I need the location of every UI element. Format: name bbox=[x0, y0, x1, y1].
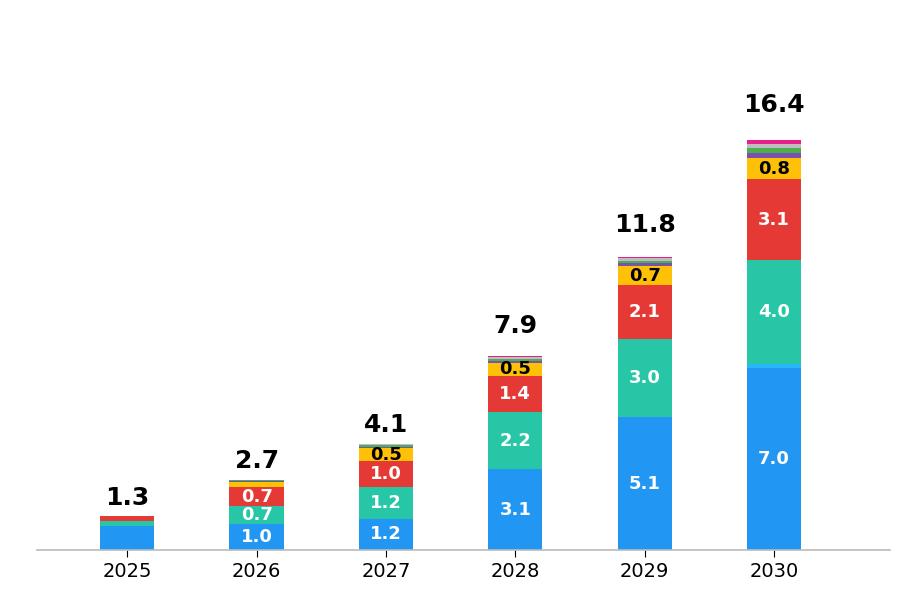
Bar bbox=[618, 258, 672, 261]
Text: 1.4: 1.4 bbox=[499, 385, 532, 403]
Bar bbox=[359, 445, 413, 447]
Text: 3.0: 3.0 bbox=[629, 369, 661, 387]
Text: 2.2: 2.2 bbox=[499, 432, 532, 450]
Bar bbox=[230, 481, 284, 482]
Bar bbox=[359, 519, 413, 550]
Text: 0.7: 0.7 bbox=[629, 266, 661, 285]
Bar bbox=[488, 359, 543, 360]
Bar bbox=[488, 412, 543, 469]
Bar bbox=[488, 360, 543, 363]
Bar bbox=[618, 266, 672, 285]
Text: 0.5: 0.5 bbox=[370, 446, 402, 464]
Bar bbox=[618, 285, 672, 339]
Bar bbox=[488, 357, 543, 359]
Bar bbox=[230, 480, 284, 481]
Bar bbox=[359, 461, 413, 488]
Bar bbox=[488, 363, 543, 376]
Bar bbox=[100, 521, 154, 527]
Text: 1.3: 1.3 bbox=[106, 486, 150, 510]
Bar bbox=[359, 488, 413, 519]
Bar bbox=[747, 364, 801, 368]
Text: 0.5: 0.5 bbox=[499, 360, 532, 378]
Bar bbox=[747, 368, 801, 550]
Bar bbox=[100, 527, 154, 550]
Bar bbox=[747, 153, 801, 158]
Bar bbox=[359, 447, 413, 448]
Text: 0.7: 0.7 bbox=[241, 488, 273, 505]
Text: 3.1: 3.1 bbox=[499, 500, 532, 519]
Bar bbox=[618, 257, 672, 258]
Text: 7.9: 7.9 bbox=[493, 314, 537, 338]
Text: 1.0: 1.0 bbox=[370, 466, 402, 483]
Text: 4.1: 4.1 bbox=[364, 413, 409, 437]
Text: 4.0: 4.0 bbox=[758, 303, 790, 321]
Bar bbox=[747, 141, 801, 144]
Bar bbox=[747, 144, 801, 148]
Text: 11.8: 11.8 bbox=[614, 213, 676, 236]
Bar bbox=[618, 417, 672, 550]
Bar bbox=[488, 356, 543, 357]
Bar bbox=[359, 444, 413, 445]
Text: 5.1: 5.1 bbox=[629, 475, 661, 492]
Bar bbox=[488, 469, 543, 550]
Text: 7.0: 7.0 bbox=[758, 450, 790, 468]
Bar bbox=[230, 488, 284, 506]
Text: 1.0: 1.0 bbox=[241, 528, 273, 546]
Text: 2.7: 2.7 bbox=[235, 449, 279, 473]
Bar bbox=[100, 516, 154, 521]
Bar bbox=[747, 158, 801, 179]
Bar bbox=[230, 524, 284, 550]
Text: 3.1: 3.1 bbox=[758, 211, 790, 229]
Text: 1.2: 1.2 bbox=[370, 494, 402, 512]
Bar bbox=[359, 448, 413, 461]
Bar bbox=[230, 482, 284, 488]
Text: 0.8: 0.8 bbox=[758, 160, 790, 178]
Bar bbox=[747, 148, 801, 153]
Bar bbox=[618, 263, 672, 266]
Bar bbox=[747, 260, 801, 364]
Bar bbox=[747, 179, 801, 260]
Bar bbox=[618, 261, 672, 263]
Bar bbox=[230, 506, 284, 524]
Text: 0.7: 0.7 bbox=[241, 506, 273, 524]
Text: 1.2: 1.2 bbox=[370, 525, 402, 543]
Bar bbox=[618, 339, 672, 417]
Text: 16.4: 16.4 bbox=[744, 93, 805, 117]
Bar bbox=[488, 376, 543, 412]
Text: 2.1: 2.1 bbox=[629, 303, 661, 321]
